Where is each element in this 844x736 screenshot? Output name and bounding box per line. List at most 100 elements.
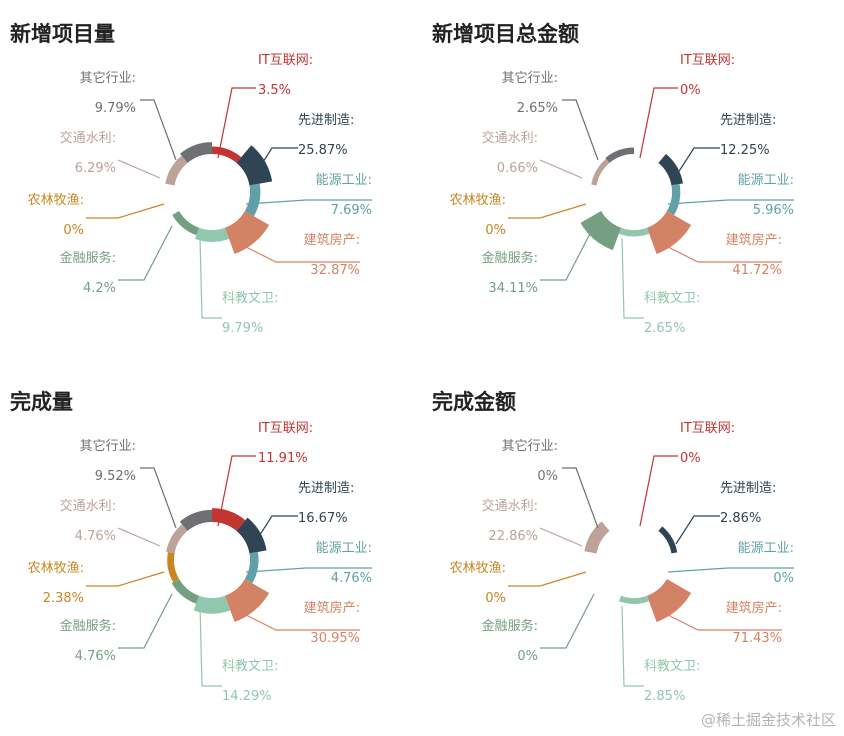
slice-value: 0%: [485, 223, 506, 238]
label-leader-line: [540, 593, 595, 649]
slice-label: 科教文卫:: [644, 290, 700, 306]
label-leader-line: [140, 99, 177, 161]
slice-value: 11.91%: [258, 451, 308, 466]
slice-value: 0%: [537, 469, 558, 484]
label-leader-line: [140, 467, 177, 529]
label-leader-line: [245, 567, 372, 573]
slice-value: 4.76%: [75, 649, 116, 664]
slice-label: 交通水利:: [60, 498, 116, 514]
slice-value: 9.52%: [95, 469, 136, 484]
rose-slice[interactable]: [166, 524, 188, 554]
rose-slice[interactable]: [591, 158, 610, 186]
slice-label: 其它行业:: [80, 438, 136, 454]
rose-slice[interactable]: [605, 147, 634, 163]
slice-value: 41.72%: [732, 263, 782, 278]
rose-slice[interactable]: [179, 509, 212, 531]
slice-label: 先进制造:: [720, 113, 776, 128]
label-leader-line: [217, 87, 256, 159]
chart-panel-4: 完成金额 IT互联网: 0% 先进制造: 2.86% 能源工业: 0% 建筑房产: 71.43…: [422, 368, 844, 736]
slice-value: 22.86%: [488, 529, 538, 544]
label-leader-line: [118, 593, 173, 649]
label-leader-line: [639, 455, 678, 527]
rose-slice[interactable]: [194, 227, 230, 242]
slice-label: IT互联网:: [680, 421, 735, 436]
slice-label: 金融服务:: [482, 250, 538, 266]
slice-value: 16.67%: [298, 511, 348, 526]
label-leader-line: [199, 605, 222, 687]
label-leader-line: [539, 527, 583, 547]
slice-label: 交通水利:: [482, 130, 538, 146]
slice-label: 先进制造:: [720, 481, 776, 496]
rose-slice[interactable]: [647, 211, 692, 255]
slice-label: 农林牧渔:: [450, 193, 506, 208]
label-leader-line: [217, 455, 256, 527]
slice-label: 金融服务:: [482, 618, 538, 634]
label-leader-line: [675, 515, 720, 545]
slice-label: 建筑房产:: [304, 232, 360, 248]
label-leader-line: [508, 571, 587, 587]
label-leader-line: [86, 571, 165, 587]
slice-label: 能源工业:: [738, 173, 794, 188]
rose-slice[interactable]: [666, 183, 681, 216]
rose-slice[interactable]: [647, 579, 692, 623]
slice-value: 0%: [63, 223, 84, 238]
rose-chart-svg: IT互联网: 11.91% 先进制造: 16.67% 能源工业: 4.76% 建筑房产: 30…: [28, 421, 372, 704]
slice-value: 71.43%: [732, 631, 782, 646]
slice-label: 交通水利:: [482, 498, 538, 514]
label-leader-line: [118, 225, 173, 281]
rose-slice[interactable]: [618, 227, 650, 237]
label-leader-line: [86, 203, 165, 219]
slice-label: 金融服务:: [60, 250, 116, 266]
rose-slice[interactable]: [167, 552, 180, 583]
rose-slice[interactable]: [179, 142, 212, 163]
label-leader-line: [245, 199, 372, 205]
rose-slice[interactable]: [212, 146, 242, 163]
rose-slice[interactable]: [193, 595, 231, 614]
chart-panel-2: 新增项目总金额 IT互联网: 0% 先进制造: 12.25% 能源工业: 5.96% 建筑房…: [422, 0, 844, 368]
label-leader-line: [675, 147, 720, 177]
slice-value: 2.86%: [720, 511, 761, 526]
rose-slice[interactable]: [236, 145, 273, 186]
rose-slice[interactable]: [172, 211, 199, 236]
rose-slice[interactable]: [618, 595, 650, 604]
rose-chart-svg: IT互联网: 3.5% 先进制造: 25.87% 能源工业: 7.69% 建筑房产: 32.8…: [28, 53, 372, 336]
slice-label: 能源工业:: [316, 173, 372, 188]
slice-value: 2.65%: [517, 101, 558, 116]
slice-label: IT互联网:: [258, 421, 313, 436]
rose-slice[interactable]: [658, 153, 683, 186]
slice-label: 先进制造:: [298, 481, 354, 496]
slice-value: 4.76%: [331, 571, 372, 586]
label-leader-line: [621, 605, 644, 687]
rose-slice[interactable]: [236, 517, 267, 554]
rose-slice[interactable]: [225, 579, 270, 623]
rose-slice[interactable]: [244, 551, 259, 584]
slice-label: 科教文卫:: [222, 658, 278, 674]
label-leader-line: [562, 467, 599, 529]
rose-slice[interactable]: [580, 211, 621, 251]
slice-label: 农林牧渔:: [28, 193, 84, 208]
label-leader-line: [199, 237, 222, 319]
label-leader-line: [539, 159, 583, 179]
slice-value: 34.11%: [488, 281, 538, 296]
label-leader-line: [665, 613, 782, 631]
rose-slice[interactable]: [244, 183, 261, 217]
slice-label: 其它行业:: [502, 438, 558, 454]
chart-panel-3: 完成量 IT互联网: 11.91% 先进制造: 16.67% 能源工业: 4.76% 建筑房…: [0, 368, 422, 736]
label-leader-line: [253, 515, 298, 545]
slice-label: 建筑房产:: [726, 232, 782, 248]
slice-label: IT互联网:: [680, 53, 735, 68]
rose-slice[interactable]: [171, 579, 199, 604]
rose-slice[interactable]: [225, 211, 270, 255]
rose-slice[interactable]: [584, 521, 610, 554]
slice-value: 5.96%: [753, 203, 794, 218]
slice-value: 32.87%: [310, 263, 360, 278]
slice-label: 建筑房产:: [304, 600, 360, 616]
chart-title: 新增项目总金额: [432, 22, 579, 46]
slice-value: 3.5%: [258, 83, 291, 98]
rose-slice[interactable]: [165, 155, 188, 186]
slice-value: 0.66%: [497, 161, 538, 176]
label-leader-line: [667, 567, 794, 573]
slice-label: 其它行业:: [80, 70, 136, 86]
label-leader-line: [562, 99, 599, 161]
rose-slice[interactable]: [658, 526, 678, 554]
